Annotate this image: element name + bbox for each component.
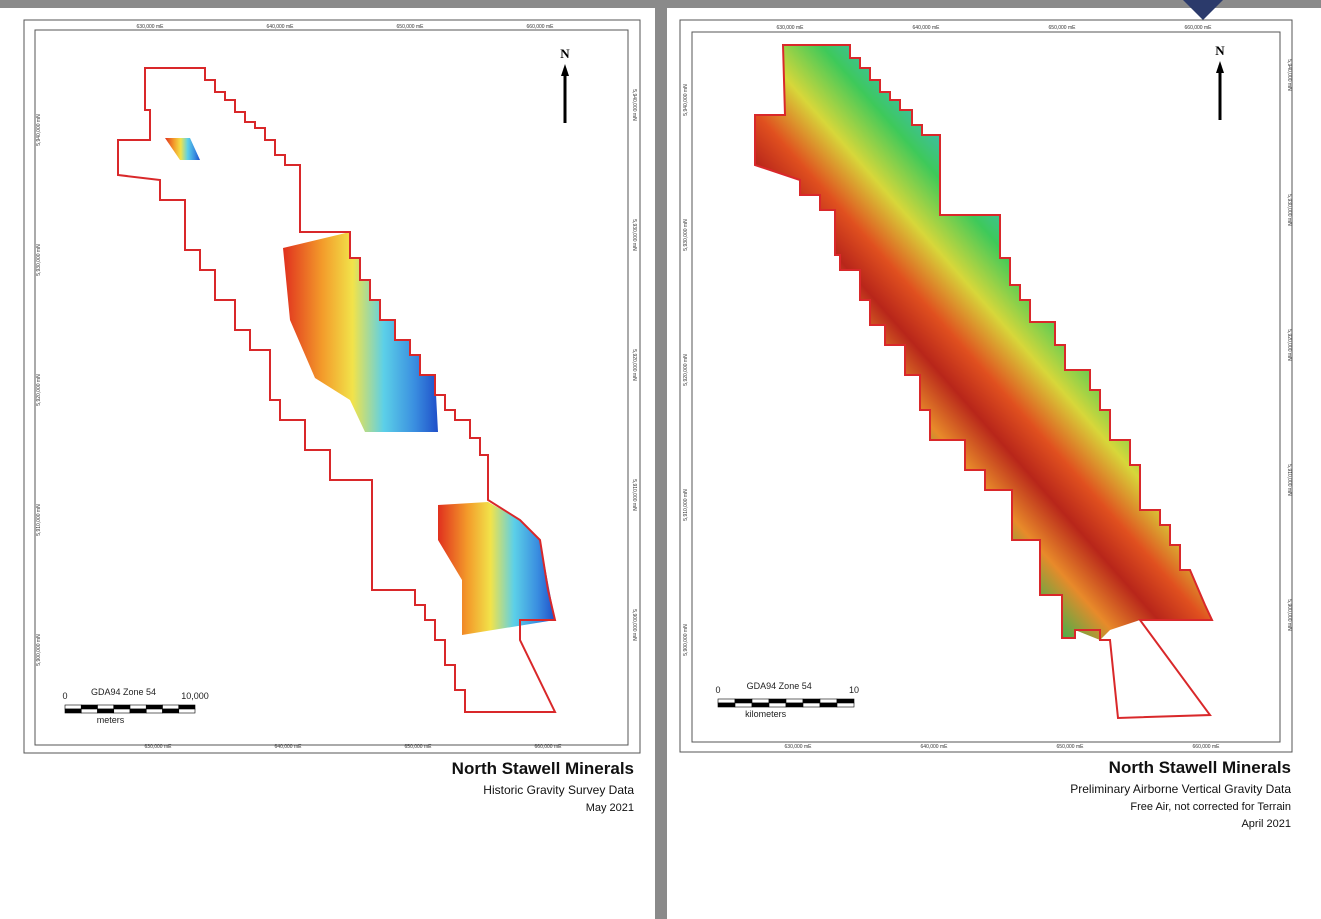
scale-segment (114, 705, 130, 709)
northing-label: 5,930,000 mN (631, 219, 637, 251)
easting-label: 640,000 mE (913, 25, 941, 31)
scale-segment (81, 705, 97, 709)
scale-end: 10 (849, 685, 859, 695)
scale-end: 10,000 (181, 691, 209, 701)
easting-label: 640,000 mE (267, 24, 295, 30)
scale-segment (820, 699, 837, 703)
scale-segment (769, 703, 786, 707)
scale-projection: GDA94 Zone 54 (91, 687, 156, 697)
scale-unit: kilometers (745, 709, 787, 719)
northing-label: 5,920,000 mN (683, 354, 689, 386)
northing-label: 5,930,000 mN (1286, 194, 1292, 226)
northing-label: 5,930,000 mN (683, 219, 689, 251)
subtitle: April 2021 (1241, 818, 1291, 830)
scale-segment (718, 703, 735, 707)
north-label: N (1215, 43, 1225, 58)
scale-segment (98, 709, 114, 713)
title: North Stawell Minerals (452, 759, 634, 778)
northing-label: 5,900,000 mN (683, 624, 689, 656)
screen: 630,000 mE 630,000 mE 640,000 mE 640,000 mE… (0, 0, 1321, 919)
scale-segment (752, 703, 769, 707)
scale-segment (735, 703, 752, 707)
scale-segment (98, 705, 114, 709)
scale-segment (163, 709, 179, 713)
easting-label: 660,000 mE (1193, 744, 1221, 750)
northing-label: 5,920,000 mN (36, 374, 42, 406)
scale-segment (803, 699, 820, 703)
scale-projection: GDA94 Zone 54 (747, 681, 812, 691)
subtitle: Historic Gravity Survey Data (483, 783, 634, 797)
northing-label: 5,910,000 mN (1286, 464, 1292, 496)
scale-segment (803, 703, 820, 707)
easting-label: 660,000 mE (535, 744, 563, 750)
scale-segment (130, 709, 146, 713)
scale-segment (146, 709, 162, 713)
northing-label: 5,900,000 mN (631, 609, 637, 641)
scale-segment (65, 705, 81, 709)
easting-label: 650,000 mE (397, 24, 425, 30)
page: {"panels": [ {"eastings": ["630,000 mE",… (0, 0, 1321, 919)
subtitle: Preliminary Airborne Vertical Gravity Da… (1070, 782, 1291, 796)
scale-segment (130, 705, 146, 709)
scale-segment (837, 703, 854, 707)
easting-label: 650,000 mE (405, 744, 433, 750)
easting-label: 640,000 mE (275, 744, 303, 750)
scale-segment (65, 709, 81, 713)
northing-label: 5,910,000 mN (631, 479, 637, 511)
scale-segment (81, 709, 97, 713)
easting-label: 660,000 mE (1185, 25, 1213, 31)
scale-segment (179, 709, 195, 713)
northing-label: 5,910,000 mN (36, 504, 42, 536)
scale-segment (114, 709, 130, 713)
northing-label: 5,940,000 mN (683, 84, 689, 116)
subtitle: May 2021 (586, 802, 634, 814)
scale-segment (718, 699, 735, 703)
scale-start: 0 (62, 691, 67, 701)
easting-label: 630,000 mE (777, 25, 805, 31)
easting-label: 640,000 mE (921, 744, 949, 750)
scale-segment (820, 703, 837, 707)
easting-label: 660,000 mE (527, 24, 555, 30)
scale-segment (786, 703, 803, 707)
northing-label: 5,930,000 mN (36, 244, 42, 276)
northing-label: 5,920,000 mN (631, 349, 637, 381)
scale-segment (786, 699, 803, 703)
scale-segment (837, 699, 854, 703)
easting-label: 650,000 mE (1049, 25, 1077, 31)
northing-label: 5,940,000 mN (631, 89, 637, 121)
easting-label: 630,000 mE (785, 744, 813, 750)
northing-label: 5,920,000 mN (1286, 329, 1292, 361)
northing-label: 5,900,000 mN (1286, 599, 1292, 631)
scale-segment (752, 699, 769, 703)
northing-label: 5,900,000 mN (36, 634, 42, 666)
subtitle: Free Air, not corrected for Terrain (1130, 801, 1291, 813)
scale-segment (163, 705, 179, 709)
northing-label: 5,910,000 mN (683, 489, 689, 521)
title: North Stawell Minerals (1109, 758, 1291, 777)
scale-segment (735, 699, 752, 703)
scale-segment (179, 705, 195, 709)
north-label: N (560, 46, 570, 61)
easting-label: 650,000 mE (1057, 744, 1085, 750)
easting-label: 630,000 mE (137, 24, 165, 30)
northing-label: 5,940,000 mN (36, 114, 42, 146)
easting-label: 630,000 mE (145, 744, 173, 750)
scale-segment (146, 705, 162, 709)
scale-segment (769, 699, 786, 703)
northing-label: 5,940,000 mN (1286, 59, 1292, 91)
scale-start: 0 (715, 685, 720, 695)
scale-unit: meters (97, 715, 125, 725)
